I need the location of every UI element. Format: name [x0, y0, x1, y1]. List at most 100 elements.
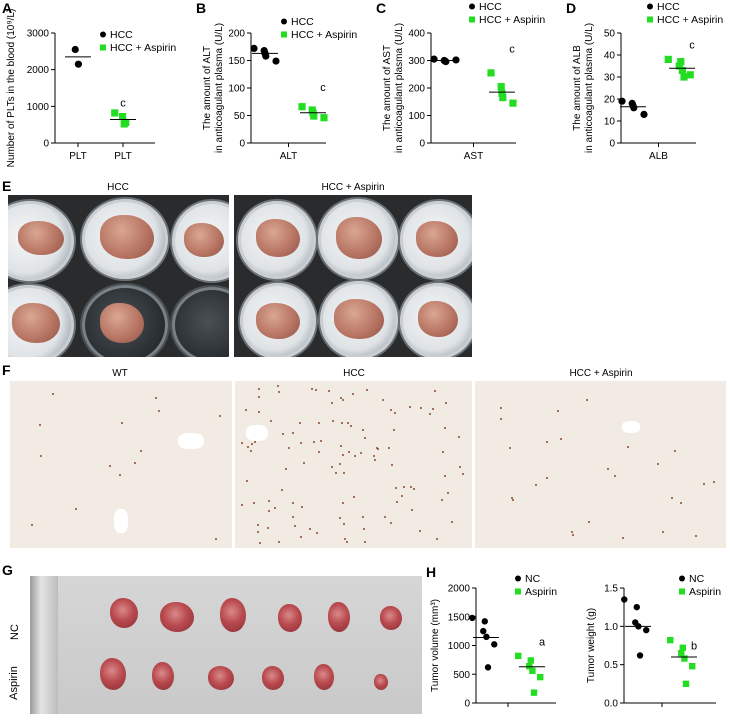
legend-marker-aspirin — [679, 588, 685, 595]
data-point-aspirin — [515, 652, 522, 660]
liver-photo-hcc-aspirin — [234, 195, 472, 357]
data-point-hcc-aspirin — [320, 114, 328, 122]
data-point-aspirin — [530, 689, 538, 696]
liver-tissue — [334, 299, 384, 339]
data-point-nc — [481, 618, 488, 625]
stained-cell — [291, 431, 294, 434]
stained-cell — [354, 455, 356, 458]
y-tick-label: 200 — [408, 84, 425, 95]
image-divider — [232, 381, 235, 548]
y-tick-label: 150 — [228, 56, 245, 67]
stained-cell — [140, 449, 143, 452]
stained-cell — [331, 465, 334, 468]
stained-cell — [376, 447, 379, 450]
stained-cell — [331, 402, 334, 405]
image-divider — [472, 381, 475, 548]
culture-well — [172, 287, 229, 357]
stained-cell — [154, 397, 157, 400]
legend-marker-hcc — [469, 3, 475, 10]
y-tick-label: 100 — [228, 84, 245, 95]
stained-cell — [276, 385, 279, 388]
stained-cell — [252, 502, 255, 505]
liver-tissue — [12, 303, 60, 343]
stained-cell — [300, 536, 303, 539]
histology-micrographs — [10, 381, 726, 548]
legend-label: HCC + Aspirin — [657, 14, 723, 26]
stained-cell — [30, 523, 33, 526]
data-point-hcc — [272, 57, 280, 65]
stained-cell — [694, 534, 697, 537]
significance-label: c — [320, 82, 326, 94]
stained-cell — [343, 472, 346, 475]
stained-cell — [435, 538, 438, 540]
stained-cell — [499, 418, 502, 421]
panel-e-label-hcc-aspirin: HCC + Aspirin — [321, 182, 385, 193]
y-tick-label: 400 — [408, 29, 425, 40]
legend-label: NC — [525, 573, 541, 585]
stained-cell — [394, 487, 397, 490]
stained-cell — [118, 473, 121, 476]
stained-cell — [345, 541, 348, 544]
y-axis-label: Tumor weight (g) — [586, 608, 597, 683]
y-tick-label: 1500 — [448, 612, 471, 623]
stained-cell — [377, 448, 380, 451]
stained-cell — [244, 409, 247, 412]
data-point-nc — [469, 614, 476, 622]
y-tick-label: 0.0 — [604, 699, 618, 710]
stained-cell — [433, 389, 436, 392]
stained-cell — [299, 422, 302, 425]
liver-tissue — [18, 221, 64, 255]
chart-svg-b: 0 50 100 150 200 The amount of ALT in anticoag… — [202, 16, 357, 162]
stained-cell — [588, 521, 591, 524]
stained-cell — [133, 461, 136, 464]
legend-label: HCC — [110, 29, 133, 41]
significance-label: a — [539, 637, 546, 649]
stained-cell — [318, 421, 320, 424]
data-point-hcc-aspirin — [497, 83, 505, 91]
data-point-aspirin — [537, 673, 544, 681]
tumor-aspirin — [262, 666, 284, 690]
chart-svg-c: 0 100 200 300 400 The amount of AST in anticoa… — [382, 1, 545, 162]
y-tick-label: 30 — [604, 73, 616, 84]
y-axis-label: in anticoagulant plasma (U/L) — [214, 23, 225, 153]
legend-marker-aspirin — [515, 588, 521, 595]
y-tick-label: 200 — [228, 29, 245, 40]
panel-f-label-wt: WT — [112, 368, 128, 379]
data-point-hcc-aspirin — [678, 66, 687, 74]
vessel-lumen — [622, 421, 640, 433]
y-tick-label: 0 — [239, 139, 245, 150]
stained-cell — [249, 450, 252, 453]
data-point-nc — [636, 652, 644, 659]
chart-svg-h1: 0 500 1000 1500 2000 Tumor volume (mm³) a NCAsp… — [430, 573, 557, 710]
legend-label: NC — [689, 573, 705, 585]
liver-tissue — [184, 223, 224, 257]
data-point-nc — [480, 627, 487, 635]
data-point-hcc — [630, 104, 638, 112]
data-point-hcc-aspirin — [509, 99, 517, 107]
stained-cell — [420, 406, 423, 409]
data-point-aspirin — [682, 680, 690, 688]
stained-cell — [341, 421, 344, 424]
data-point-hcc — [71, 45, 79, 54]
tumor-nc — [380, 606, 402, 630]
stained-cell — [308, 528, 311, 531]
data-point-aspirin — [689, 663, 696, 670]
stained-cell — [350, 424, 353, 427]
legend-marker-aspirin — [647, 16, 653, 23]
vessel-lumen — [246, 425, 268, 441]
y-tick-label: 0 — [464, 699, 470, 710]
stained-cell — [446, 492, 449, 495]
stained-cell — [214, 538, 217, 541]
chart-h-tumor-weight: 0.0 0.5 1.0 1.5 Tumor weight (g) b NC Aspirin — [586, 573, 733, 718]
chart-c-ast: 0 100 200 300 400 The amount of AST in anticoa… — [376, 0, 566, 175]
stained-cell — [259, 541, 262, 544]
legend-marker-aspirin — [281, 31, 287, 38]
stained-cell — [392, 429, 395, 432]
stained-cell — [284, 468, 287, 471]
chart-svg-a: 0 1000 2000 3000 Number of PLTs in the blood… — [6, 9, 176, 168]
tumor-aspirin — [208, 666, 234, 690]
stained-cell — [270, 420, 273, 423]
chart-d-alb: 0 10 20 30 40 50 The amount of ALB in anticoagu… — [566, 0, 733, 175]
data-point-hcc-aspirin — [499, 94, 507, 102]
stained-cell — [410, 508, 413, 511]
